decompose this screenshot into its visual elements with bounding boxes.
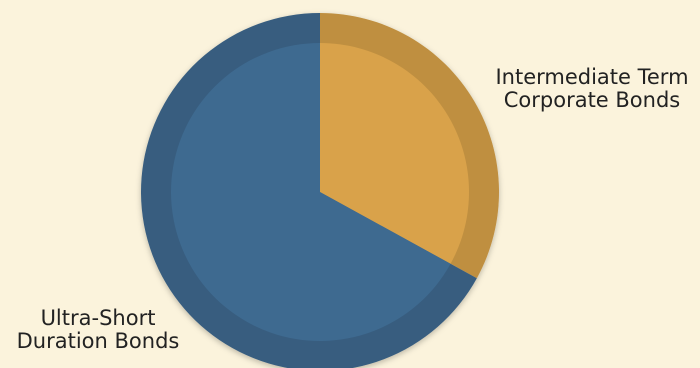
- pie-slice-inner-ultra-short-duration-bonds: [170, 43, 451, 341]
- slice-label-intermediate-term-corporate-bonds: Intermediate Term Corporate Bonds: [486, 66, 698, 112]
- slice-label-line: Ultra-Short: [40, 306, 156, 330]
- pie-slice-inner-intermediate-term-corporate-bonds: [320, 43, 469, 264]
- slice-label-line: Corporate Bonds: [503, 88, 681, 112]
- slice-label-line: Duration Bonds: [16, 329, 180, 353]
- slice-label-ultra-short-duration-bonds: Ultra-Short Duration Bonds: [8, 307, 188, 353]
- slice-label-line: Intermediate Term: [495, 65, 689, 89]
